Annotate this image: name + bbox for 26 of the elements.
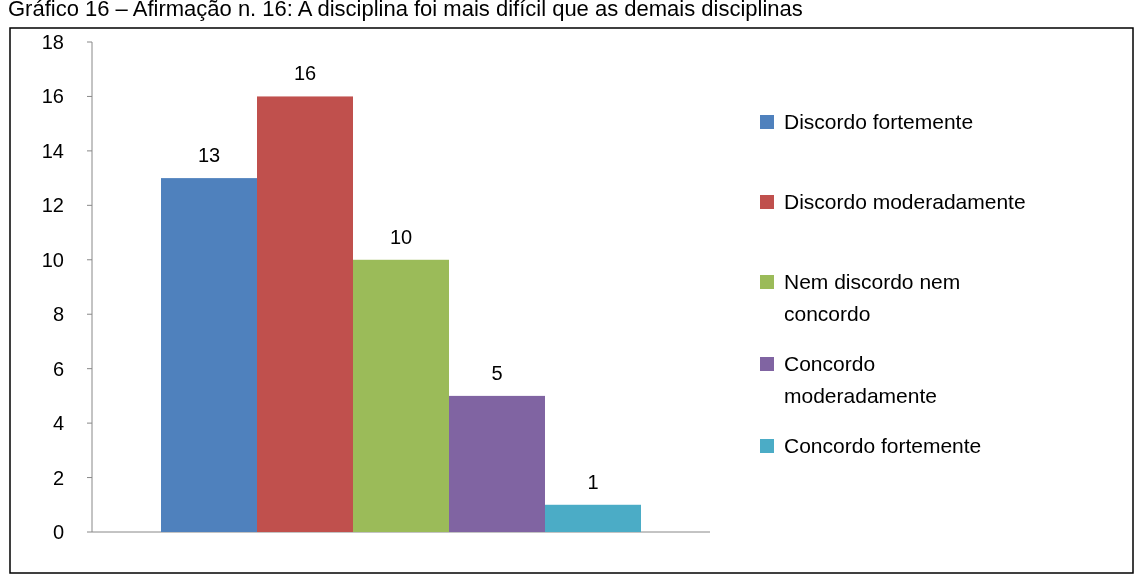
legend-label: Nem discordo nem concordo [784,270,961,326]
y-tick-label: 12 [41,194,64,217]
data-label: 16 [293,62,317,85]
bar [161,178,257,532]
y-tick-label: 0 [52,521,64,543]
legend-label: Discordo moderadamente [784,190,1026,214]
y-tick-label: 2 [52,466,64,489]
y-tick-label: 10 [41,248,64,271]
data-label: 10 [389,225,413,248]
chart-title: Gráfico 16 – Afirmação n. 16: A disciplina foi mais difícil que as demais disciplinas [8,0,803,21]
legend-label: Discordo fortemente [784,110,974,134]
y-tick-label: 6 [52,357,64,380]
legend-label: Concordo moderadamente [784,352,937,408]
data-label: 13 [197,144,221,167]
data-label: 1 [587,470,599,493]
y-tick-label: 18 [41,31,64,53]
bar [449,395,545,532]
data-label: 5 [491,361,503,384]
bar [545,504,641,532]
legend-label: Concordo fortemente [784,434,982,458]
y-tick-label: 16 [41,85,64,108]
y-tick-label: 14 [41,139,64,162]
bar [353,259,449,532]
y-tick-label: 4 [52,412,64,435]
bar [257,96,353,532]
y-tick-label: 8 [52,303,64,326]
